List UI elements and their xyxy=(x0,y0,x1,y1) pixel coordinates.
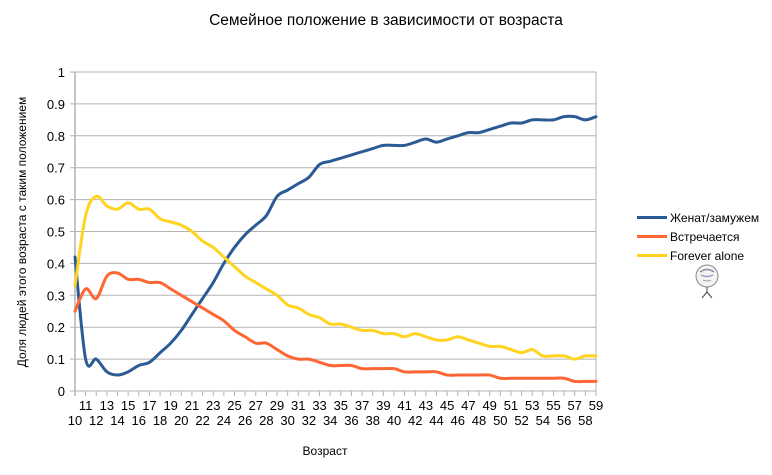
x-tick-label: 48 xyxy=(472,413,486,428)
series-line xyxy=(73,114,598,377)
series-line xyxy=(73,271,598,384)
x-tick-label: 43 xyxy=(419,398,433,413)
x-tick-label: 57 xyxy=(568,398,582,413)
x-tick-label: 46 xyxy=(451,413,465,428)
x-tick-label: 10 xyxy=(68,413,82,428)
legend: Женат/замужем Встречается Forever alone xyxy=(637,208,759,265)
forever-alone-face-icon xyxy=(695,264,719,299)
x-tick-label: 51 xyxy=(504,398,518,413)
x-tick-label: 28 xyxy=(259,413,273,428)
x-tick-label: 56 xyxy=(557,413,571,428)
x-tick-label: 20 xyxy=(174,413,188,428)
y-tick-label: 0.9 xyxy=(47,97,65,112)
x-tick-label: 55 xyxy=(546,398,560,413)
axes xyxy=(74,72,597,396)
y-tick-label: 0.6 xyxy=(47,193,65,208)
y-tick-label: 0.7 xyxy=(47,161,65,176)
x-tick-label: 50 xyxy=(493,413,507,428)
x-tick-label: 23 xyxy=(206,398,220,413)
series-line xyxy=(73,194,598,361)
x-tick-label: 13 xyxy=(100,398,114,413)
x-tick-label: 17 xyxy=(142,398,156,413)
x-tick-label: 40 xyxy=(387,413,401,428)
x-tick-label: 38 xyxy=(365,413,379,428)
gridlines xyxy=(70,71,596,392)
x-tick-label: 22 xyxy=(195,413,209,428)
legend-label: Встречается xyxy=(670,229,740,244)
x-tick-label: 44 xyxy=(429,413,443,428)
x-tick-label: 11 xyxy=(79,398,93,413)
x-tick-label: 26 xyxy=(238,413,252,428)
x-tick-label: 25 xyxy=(227,398,241,413)
y-tick-label: 0 xyxy=(58,384,65,399)
legend-swatch xyxy=(637,216,667,219)
chart-title: Семейное положение в зависимости от возр… xyxy=(209,12,563,29)
y-tick-label: 0.1 xyxy=(47,352,65,367)
x-tick-label: 49 xyxy=(482,398,496,413)
x-tick-label: 33 xyxy=(312,398,326,413)
y-tick-label: 0.5 xyxy=(47,225,65,240)
x-tick-label: 15 xyxy=(121,398,135,413)
legend-label: Женат/замужем xyxy=(670,210,760,225)
x-tick-label: 19 xyxy=(163,398,177,413)
x-tick-label: 58 xyxy=(578,413,592,428)
x-tick-label: 45 xyxy=(440,398,454,413)
legend-item-forever-alone: Forever alone xyxy=(637,246,759,265)
x-tick-label: 39 xyxy=(376,398,390,413)
legend-item-dating: Встречается xyxy=(637,227,759,246)
x-tick-label: 35 xyxy=(334,398,348,413)
x-tick-label: 12 xyxy=(89,413,103,428)
x-tick-label: 53 xyxy=(525,398,539,413)
x-tick-label: 29 xyxy=(270,398,284,413)
x-tick-label: 32 xyxy=(302,413,316,428)
y-tick-labels: 0 0.1 0.2 0.3 0.4 0.5 0.6 0.7 0.8 0.9 1 xyxy=(47,65,65,399)
data-series xyxy=(73,114,598,384)
y-tick-label: 0.3 xyxy=(47,288,65,303)
x-tick-labels: 1011121314151617181920212223242526272829… xyxy=(68,398,603,428)
x-tick-label: 30 xyxy=(280,413,294,428)
x-tick-label: 54 xyxy=(536,413,550,428)
x-tick-label: 24 xyxy=(217,413,231,428)
x-tick-label: 27 xyxy=(249,398,263,413)
x-tick-label: 52 xyxy=(514,413,528,428)
x-tick-label: 59 xyxy=(589,398,603,413)
x-tick-label: 21 xyxy=(185,398,199,413)
x-tick-label: 36 xyxy=(344,413,358,428)
x-tick-label: 18 xyxy=(153,413,167,428)
x-tick-label: 16 xyxy=(132,413,146,428)
x-tick-label: 42 xyxy=(408,413,422,428)
x-tick-label: 34 xyxy=(323,413,337,428)
x-tick-label: 14 xyxy=(110,413,124,428)
x-tick-label: 31 xyxy=(291,398,305,413)
x-tick-label: 47 xyxy=(461,398,475,413)
y-tick-label: 0.2 xyxy=(47,320,65,335)
y-tick-label: 0.8 xyxy=(47,129,65,144)
legend-item-married: Женат/замужем xyxy=(637,208,759,227)
legend-swatch xyxy=(637,254,667,257)
x-tick-label: 37 xyxy=(355,398,369,413)
legend-swatch xyxy=(637,235,667,238)
y-tick-label: 0.4 xyxy=(47,256,65,271)
y-tick-label: 1 xyxy=(58,65,65,80)
legend-label: Forever alone xyxy=(670,248,745,263)
x-tick-label: 41 xyxy=(397,398,411,413)
